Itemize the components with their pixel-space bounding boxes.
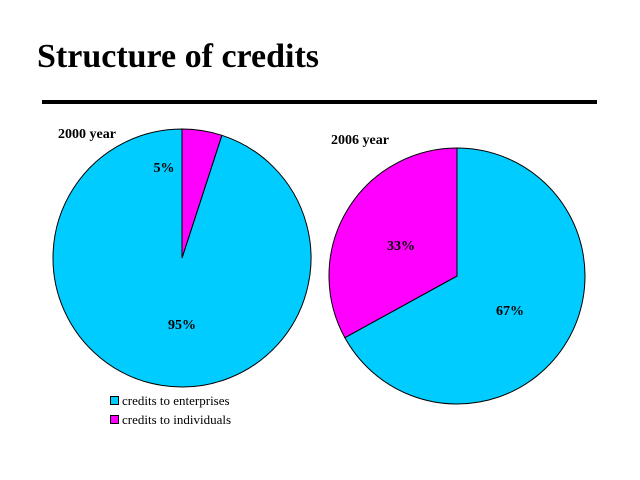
pie-1-title: 2006 year	[331, 133, 389, 148]
legend-item-enterprises: credits to enterprises	[110, 391, 231, 410]
pie-1-label-individuals: 33%	[387, 239, 415, 254]
title-divider	[42, 100, 597, 104]
pie-1-label-enterprises: 67%	[496, 304, 524, 319]
legend-item-individuals: credits to individuals	[110, 410, 231, 429]
pie-1-slice-individuals	[328, 147, 458, 339]
slide-title: Structure of credits	[37, 38, 320, 75]
pie-0-title: 2000 year	[58, 127, 116, 142]
pie-1-slice-enterprises	[344, 147, 586, 405]
legend-swatch-individuals	[110, 415, 119, 424]
legend-label-enterprises: credits to enterprises	[122, 392, 230, 408]
legend-label-individuals: credits to individuals	[122, 411, 232, 427]
chart-legend: credits to enterprises credits to indivi…	[110, 391, 231, 429]
pie-0-label-enterprises: 95%	[168, 318, 196, 333]
pie-0-slice-individuals	[181, 128, 223, 259]
legend-swatch-enterprises	[110, 396, 119, 405]
pie-0-label-individuals: 5%	[154, 161, 175, 176]
